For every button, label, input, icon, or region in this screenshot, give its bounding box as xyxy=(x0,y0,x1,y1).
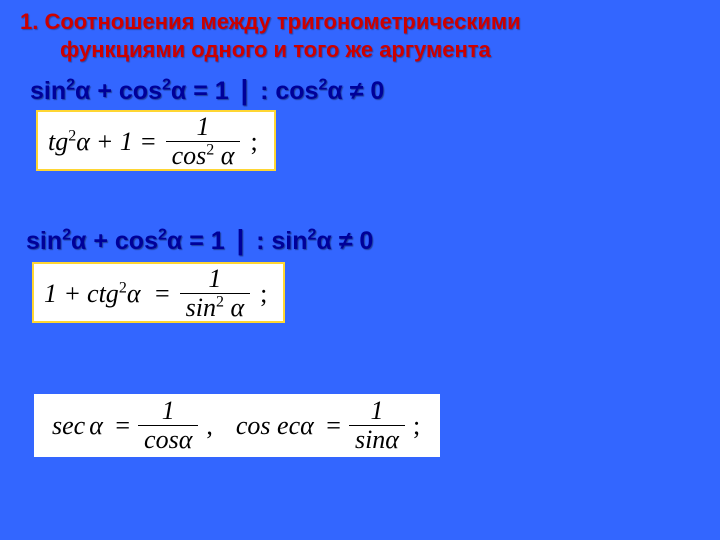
identity2-eq: = 1 xyxy=(182,227,224,255)
f1-den: cos2 α xyxy=(166,141,241,169)
f3-eq1: = xyxy=(107,411,132,441)
f3-alpha2: α xyxy=(300,411,314,440)
f2-pre: 1 + xyxy=(44,279,81,309)
identity2-sin: sin xyxy=(26,227,62,255)
f2-den-fn: sin xyxy=(186,293,216,322)
f2-den: sin2 α xyxy=(180,293,251,321)
f2-eq: = xyxy=(146,279,171,309)
f3-semi: ; xyxy=(411,411,422,441)
f1-frac: 1 cos2 α xyxy=(164,114,243,169)
f3-frac1: 1 cosα xyxy=(136,398,200,453)
f2-semi: ; xyxy=(258,279,269,309)
f3-den1-alpha: α xyxy=(179,425,193,454)
f3-frac2: 1 sinα xyxy=(347,398,407,453)
f1-eq: = xyxy=(139,127,158,157)
formula-box-2: 1 + ctg2α = 1 sin2 α ; xyxy=(32,262,285,323)
identity2-plus: + xyxy=(86,227,115,255)
f3-num2: 1 xyxy=(364,398,389,425)
f2-num: 1 xyxy=(202,266,227,293)
f3-den1: cosα xyxy=(138,425,198,453)
f1-alpha: α xyxy=(76,127,90,156)
f3-cosec-ec: ec xyxy=(277,411,300,440)
formula-box-1: tg2α + 1 = 1 cos2 α ; xyxy=(36,110,276,171)
f3-den2: sinα xyxy=(349,425,405,453)
f1-semi: ; xyxy=(248,127,259,157)
title-line2: функциями одного и того же аргумента xyxy=(20,36,700,64)
title-line1: 1. Соотношения между тригонометрическими xyxy=(20,8,700,36)
identity2-bar: | xyxy=(225,224,256,255)
identity2-sup1: 2 xyxy=(62,227,71,244)
identity1-sup1: 2 xyxy=(66,77,75,94)
f1-plus1: + 1 xyxy=(96,127,133,157)
identity1-neq: ≠ 0 xyxy=(343,77,385,105)
f2-den-sup: 2 xyxy=(216,293,224,310)
f1-den-fn: cos xyxy=(172,141,207,170)
identity1-alpha3: α xyxy=(327,77,342,105)
slide: 1. Соотношения между тригонометрическими… xyxy=(0,0,720,540)
slide-title: 1. Соотношения между тригонометрическими… xyxy=(20,8,700,63)
f3-alpha1: α xyxy=(89,411,103,441)
f3-sec: sec xyxy=(52,411,85,441)
f1-den-sup: 2 xyxy=(206,141,214,158)
identity1-eq: = 1 xyxy=(186,77,228,105)
identity1-sin: sin xyxy=(30,77,66,105)
f2-den-alpha: α xyxy=(230,293,244,322)
identity-1: sin2α + cos2α = 1 | : cos2α ≠ 0 xyxy=(30,74,384,106)
f3-cosec-cos: cos xyxy=(236,411,271,440)
identity2-div: : sin xyxy=(256,227,307,255)
f1-fn: tg xyxy=(48,127,68,156)
f1-num: 1 xyxy=(191,114,216,141)
identity1-alpha2: α xyxy=(171,77,186,105)
f1-den-alpha: α xyxy=(221,141,235,170)
f3-den1-fn: cos xyxy=(144,425,179,454)
f2-fn: ctg xyxy=(87,279,119,308)
identity1-bar: | xyxy=(229,74,260,105)
identity2-alpha3: α xyxy=(316,227,331,255)
identity2-sup2: 2 xyxy=(158,227,167,244)
identity1-cos: cos xyxy=(119,77,162,105)
f3-num1: 1 xyxy=(156,398,181,425)
f3-den2-alpha: α xyxy=(385,425,399,454)
identity1-plus: + xyxy=(90,77,119,105)
f3-comma: , xyxy=(204,411,215,441)
identity1-sup2: 2 xyxy=(162,77,171,94)
identity2-neq: ≠ 0 xyxy=(332,227,374,255)
f2-frac: 1 sin2 α xyxy=(178,266,253,321)
formula-box-3: secα = 1 cosα , cos ecα = 1 sinα ; xyxy=(34,394,440,457)
identity2-alpha2: α xyxy=(167,227,182,255)
identity1-div: : cos xyxy=(260,77,318,105)
f2-sup: 2 xyxy=(119,279,127,296)
identity1-alpha1: α xyxy=(75,77,90,105)
identity2-alpha1: α xyxy=(71,227,86,255)
f2-alpha: α xyxy=(127,279,141,308)
identity-2: sin2α + cos2α = 1 | : sin2α ≠ 0 xyxy=(26,224,373,256)
identity2-cos: cos xyxy=(115,227,158,255)
f3-eq2: = xyxy=(318,411,343,441)
f3-den2-fn: sin xyxy=(355,425,385,454)
